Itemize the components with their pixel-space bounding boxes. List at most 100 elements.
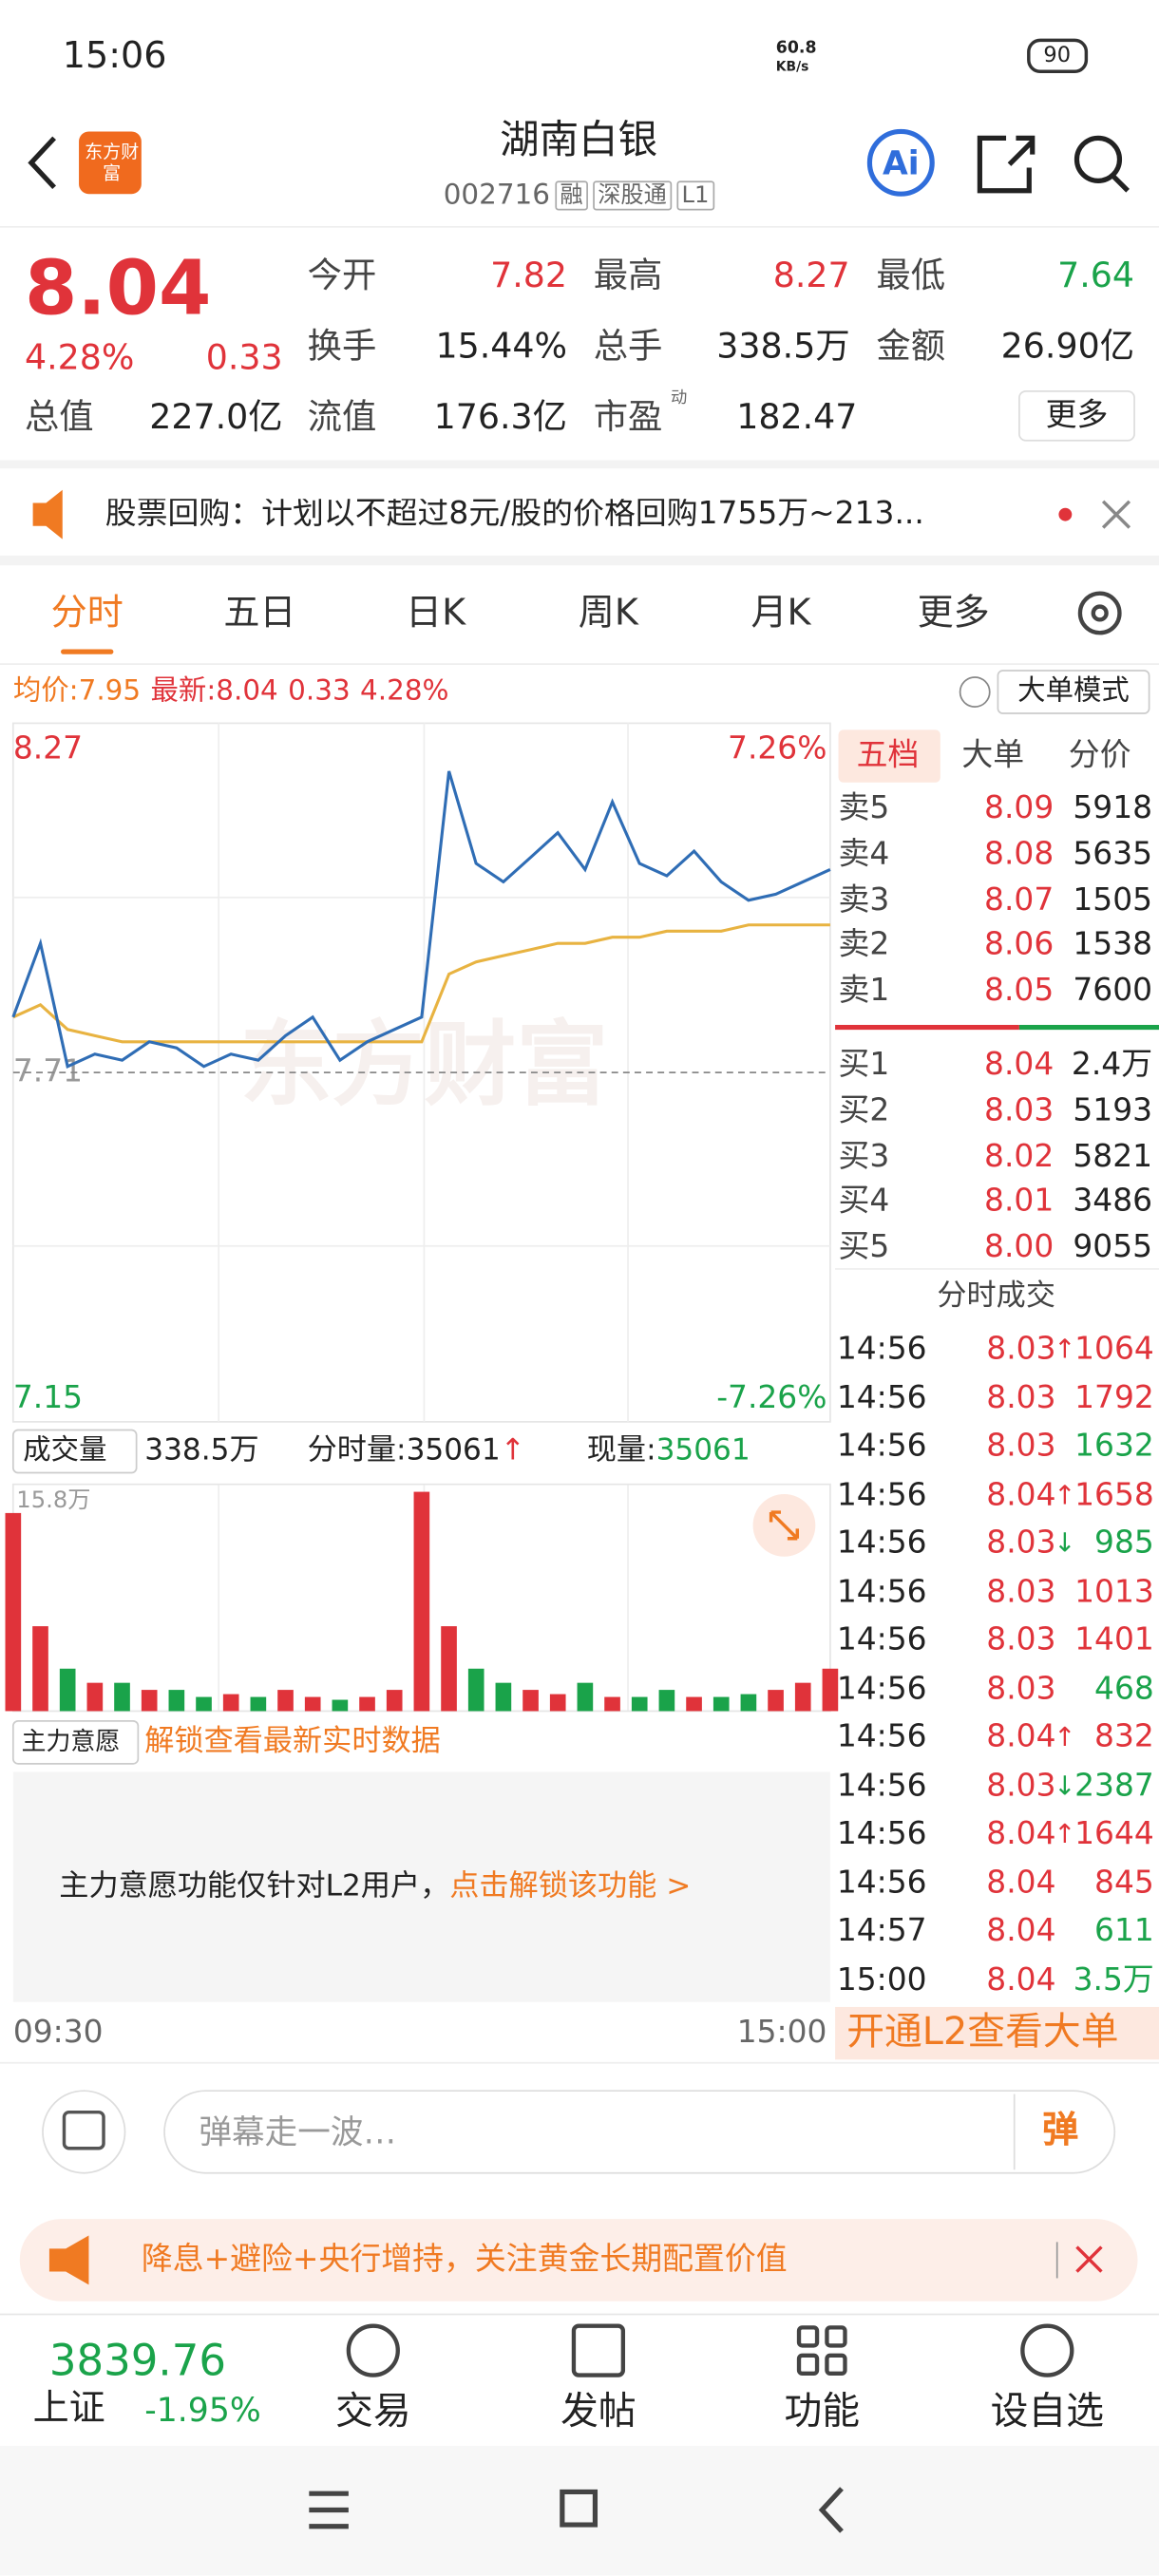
book-volume: 1538 (1073, 926, 1153, 963)
volume-selector[interactable] (11, 1429, 138, 1474)
trade-price: 8.03 (986, 1767, 1056, 1804)
ai-icon[interactable] (866, 128, 935, 197)
book-volume: 3486 (1073, 1183, 1153, 1220)
field-sup: 动 (671, 389, 688, 408)
trade-time: 14:56 (836, 1621, 927, 1658)
field-label: 今开 (307, 256, 377, 295)
help-icon[interactable] (959, 676, 991, 708)
nav-item[interactable]: 交易 (335, 2391, 411, 2434)
book-volume: 2.4万 (1071, 1046, 1153, 1083)
volume-bar (794, 1682, 811, 1712)
trade-price: 8.03 (986, 1573, 1056, 1610)
danmaku-button[interactable]: 弹 (1042, 2110, 1079, 2152)
more-label[interactable]: 更多 (1045, 396, 1109, 433)
banner-bg[interactable] (19, 2219, 1138, 2301)
battery: 90 (1027, 38, 1088, 74)
notice[interactable]: 股票回购：计划以不超过8元/股的价格回购1755万~213... (104, 499, 924, 531)
volume-bar (32, 1626, 48, 1712)
volume-bar (495, 1682, 512, 1712)
field-value: 8.27 (772, 256, 850, 295)
locked-panel (12, 1771, 830, 2002)
book-tab[interactable]: 大单 (961, 737, 1025, 774)
y-tick-label: 7.71 (13, 1052, 83, 1089)
book-volume: 5821 (1073, 1137, 1153, 1174)
book-label: 买2 (838, 1091, 890, 1128)
volume-bar (413, 1491, 430, 1712)
trades-title[interactable]: 分时成交 (937, 1279, 1055, 1314)
nav-icons (346, 2323, 1074, 2377)
comment-placeholder[interactable]: 弹幕走一波… (199, 2112, 397, 2152)
comment-input[interactable] (163, 2090, 1116, 2174)
book-label: 卖5 (838, 789, 890, 826)
book-tab[interactable]: 分价 (1068, 737, 1131, 774)
volume-bar (114, 1682, 130, 1712)
system-buttons[interactable] (309, 2487, 844, 2533)
field-label: 市盈 (593, 396, 663, 437)
mode-button[interactable] (997, 670, 1150, 714)
back-icon[interactable] (28, 136, 57, 190)
trade-time: 14:56 (836, 1815, 927, 1852)
trade-price: 8.04 (986, 1912, 1056, 1949)
last-change-pct: 4.28% (360, 674, 449, 708)
trade-time: 14:56 (836, 1475, 927, 1513)
last-label: 最新: (150, 674, 217, 708)
field-value: 182.47 (736, 396, 858, 437)
volume-bar (441, 1626, 457, 1712)
trade-volume: 468 (1094, 1670, 1154, 1707)
tab[interactable]: 月K (750, 593, 811, 635)
mode-label[interactable]: 大单模式 (1017, 674, 1130, 708)
book-price: 8.05 (984, 972, 1054, 1009)
share-icon[interactable] (977, 135, 1036, 194)
danmaku-icon[interactable] (42, 2090, 126, 2174)
trade-price: 8.03 (986, 1621, 1056, 1658)
upgrade-bg[interactable] (835, 2006, 1159, 2060)
book-label: 买5 (838, 1228, 890, 1265)
tab[interactable]: 更多 (917, 593, 990, 635)
force-label[interactable]: 主力意愿 (21, 1726, 121, 1757)
book-label: 买1 (838, 1046, 890, 1083)
index-change[interactable]: -1.95% (144, 2390, 261, 2430)
band (0, 555, 1159, 566)
ai-label[interactable]: Ai (882, 142, 920, 183)
volume-label[interactable]: 成交量 (23, 1433, 107, 1468)
logo: 东方财富 (85, 141, 140, 184)
unlock-link[interactable]: 点击解锁该功能 > (449, 1868, 692, 1904)
trade-time: 14:56 (836, 1525, 927, 1562)
trade-volume: 1632 (1074, 1427, 1154, 1465)
nav-item[interactable]: 功能 (784, 2391, 861, 2434)
close-icon[interactable] (1101, 500, 1131, 529)
trade-price: 8.04 (986, 1718, 1056, 1755)
force-note: 主力意愿功能仅针对L2用户，点击解锁该功能 > (59, 1868, 692, 1904)
volume-bar (822, 1668, 839, 1712)
banner[interactable]: 降息+避险+央行增持，关注黄金长期配置价值 (141, 2241, 788, 2278)
trade-price: 8.03 (986, 1525, 1056, 1562)
note: 主力意愿功能仅针对L2用户， (59, 1868, 450, 1904)
index-name[interactable]: 上证 (32, 2388, 105, 2430)
book-price: 8.09 (984, 789, 1054, 826)
settings-icon[interactable] (1077, 591, 1122, 635)
nav-item[interactable]: 发帖 (560, 2391, 636, 2434)
tag: L1 (676, 180, 714, 211)
close-icon[interactable] (1075, 2245, 1103, 2273)
trade-volume: 2387 (1074, 1767, 1154, 1804)
book-volume: 7600 (1073, 972, 1153, 1009)
tab[interactable]: 日K (406, 593, 466, 635)
volume-bar (59, 1668, 76, 1712)
tab[interactable]: 周K (578, 593, 638, 635)
book-tab[interactable]: 五档 (856, 737, 920, 774)
trade-price: 8.04 (986, 1960, 1056, 1998)
trade-volume: 1401 (1074, 1621, 1154, 1658)
index-value[interactable]: 3839.76 (48, 2337, 226, 2387)
tab[interactable]: 分时 (50, 593, 124, 635)
nav-item[interactable]: 设自选 (990, 2391, 1105, 2434)
more-button[interactable] (1018, 389, 1135, 442)
volume-bar (768, 1690, 784, 1712)
tab[interactable]: 五日 (223, 593, 296, 635)
volume-bar (359, 1696, 375, 1712)
force-unlock[interactable]: 解锁查看最新实时数据 (144, 1724, 441, 1759)
upgrade[interactable]: 开通L2查看大单 (846, 2011, 1119, 2055)
trade-price: 8.03 (986, 1427, 1056, 1465)
force-selector[interactable] (11, 1719, 140, 1765)
search-icon[interactable] (1074, 135, 1123, 183)
